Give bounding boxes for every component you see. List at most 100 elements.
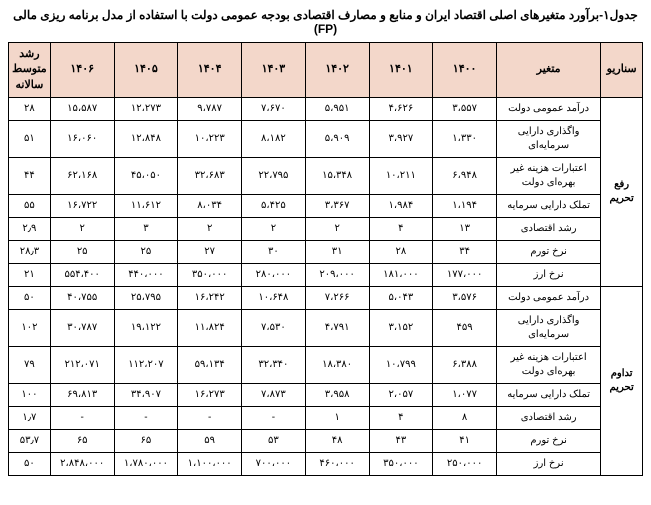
col-variable: متغیر [496, 43, 600, 98]
col-1402: ۱۴۰۲ [305, 43, 369, 98]
variable-cell: تملک دارایی سرمایه [496, 195, 600, 218]
value-cell: ۲ [305, 218, 369, 241]
value-cell: ۳ [114, 218, 178, 241]
value-cell: ۱۵،۳۴۸ [305, 158, 369, 195]
value-cell: ۴۶۰،۰۰۰ [305, 453, 369, 476]
value-cell: ۷،۶۷۰ [242, 98, 306, 121]
value-cell: ۱۸،۳۸۰ [305, 347, 369, 384]
value-cell: ۳۵۰،۰۰۰ [178, 264, 242, 287]
value-cell: ۱۰،۲۲۳ [178, 121, 242, 158]
value-cell: ۳۱ [305, 241, 369, 264]
value-cell: ۴ [369, 218, 433, 241]
value-cell: ۵،۴۲۵ [242, 195, 306, 218]
table-row: تملک دارایی سرمایه۱،۱۹۴۱،۹۸۴۳،۳۶۷۵،۴۲۵۸،… [9, 195, 643, 218]
table-row: تملک دارایی سرمایه۱،۰۷۷۲،۰۵۷۳،۹۵۸۷،۸۷۳۱۶… [9, 384, 643, 407]
value-cell: ۱۱،۸۲۴ [178, 310, 242, 347]
economic-table: سناریو متغیر ۱۴۰۰ ۱۴۰۱ ۱۴۰۲ ۱۴۰۳ ۱۴۰۴ ۱۴… [8, 42, 643, 476]
avg-cell: ۵۰ [9, 453, 51, 476]
value-cell: ۳۴،۹۰۷ [114, 384, 178, 407]
col-1404: ۱۴۰۴ [178, 43, 242, 98]
value-cell: ۱،۳۳۰ [433, 121, 497, 158]
variable-cell: واگذاری دارایی سرمایه‌ای [496, 121, 600, 158]
col-1403: ۱۴۰۳ [242, 43, 306, 98]
value-cell: ۴،۶۲۶ [369, 98, 433, 121]
value-cell: ۳،۹۵۸ [305, 384, 369, 407]
value-cell: ۲۵ [50, 241, 114, 264]
value-cell: ۲ [50, 218, 114, 241]
value-cell: ۱۶،۲۴۲ [178, 287, 242, 310]
value-cell: ۵۵۴،۴۰۰ [50, 264, 114, 287]
value-cell: ۲۲،۷۹۵ [242, 158, 306, 195]
col-1405: ۱۴۰۵ [114, 43, 178, 98]
value-cell: ۱،۰۷۷ [433, 384, 497, 407]
value-cell: ۱۶،۲۷۳ [178, 384, 242, 407]
avg-cell: ۵۳٫۷ [9, 430, 51, 453]
table-row: نرخ تورم۳۴۲۸۳۱۳۰۲۷۲۵۲۵۲۸٫۳ [9, 241, 643, 264]
col-1400: ۱۴۰۰ [433, 43, 497, 98]
value-cell: ۴۳ [369, 430, 433, 453]
value-cell: ۱۰،۷۹۹ [369, 347, 433, 384]
value-cell: ۲۱۲،۰۷۱ [50, 347, 114, 384]
col-1401: ۱۴۰۱ [369, 43, 433, 98]
value-cell: ۶۵ [114, 430, 178, 453]
value-cell: ۱۶،۷۲۲ [50, 195, 114, 218]
table-row: رفع تحریمدرآمد عمومی دولت۳،۵۵۷۴،۶۲۶۵،۹۵۱… [9, 98, 643, 121]
value-cell: ۱۲،۲۷۳ [114, 98, 178, 121]
variable-cell: اعتبارات هزینه غیر بهره‌ای دولت [496, 158, 600, 195]
value-cell: ۲۰۹،۰۰۰ [305, 264, 369, 287]
value-cell: ۴۱ [433, 430, 497, 453]
variable-cell: درآمد عمومی دولت [496, 287, 600, 310]
value-cell: ۷،۲۶۶ [305, 287, 369, 310]
value-cell: ۱۰،۲۱۱ [369, 158, 433, 195]
table-row: واگذاری دارایی سرمایه‌ای۴۵۹۳،۱۵۲۴،۷۹۱۷،۵… [9, 310, 643, 347]
table-row: اعتبارات هزینه غیر بهره‌ای دولت۶،۹۴۸۱۰،۲… [9, 158, 643, 195]
value-cell: - [114, 407, 178, 430]
variable-cell: رشد اقتصادی [496, 407, 600, 430]
value-cell: ۱۰،۶۴۸ [242, 287, 306, 310]
value-cell: ۳،۹۲۷ [369, 121, 433, 158]
value-cell: ۴۸ [305, 430, 369, 453]
value-cell: ۲ [242, 218, 306, 241]
value-cell: ۳،۵۵۷ [433, 98, 497, 121]
value-cell: ۱۵،۵۸۷ [50, 98, 114, 121]
avg-cell: ۷۹ [9, 347, 51, 384]
value-cell: ۷۰۰،۰۰۰ [242, 453, 306, 476]
value-cell: ۳،۱۵۲ [369, 310, 433, 347]
value-cell: ۲ [178, 218, 242, 241]
variable-cell: رشد اقتصادی [496, 218, 600, 241]
value-cell: ۷،۸۷۳ [242, 384, 306, 407]
value-cell: ۳۴ [433, 241, 497, 264]
value-cell: ۶۵ [50, 430, 114, 453]
value-cell: ۳۲،۳۴۰ [242, 347, 306, 384]
avg-cell: ۱٫۷ [9, 407, 51, 430]
variable-cell: اعتبارات هزینه غیر بهره‌ای دولت [496, 347, 600, 384]
value-cell: ۱۲،۸۴۸ [114, 121, 178, 158]
table-row: تداوم تحریمدرآمد عمومی دولت۳،۵۷۶۵،۰۴۳۷،۲… [9, 287, 643, 310]
value-cell: ۵،۹۵۱ [305, 98, 369, 121]
avg-cell: ۱۰۰ [9, 384, 51, 407]
value-cell: ۸،۱۸۲ [242, 121, 306, 158]
value-cell: ۱۱۲،۲۰۷ [114, 347, 178, 384]
table-row: رشد اقتصادی۸۴۱----۱٫۷ [9, 407, 643, 430]
value-cell: ۵۳ [242, 430, 306, 453]
value-cell: ۳،۳۶۷ [305, 195, 369, 218]
value-cell: ۵۹ [178, 430, 242, 453]
value-cell: ۱۷۷،۰۰۰ [433, 264, 497, 287]
value-cell: ۴۵۹ [433, 310, 497, 347]
variable-cell: نرخ تورم [496, 241, 600, 264]
value-cell: - [178, 407, 242, 430]
value-cell: ۳۰،۷۸۷ [50, 310, 114, 347]
value-cell: ۱۹،۱۲۲ [114, 310, 178, 347]
scenario-cell: رفع تحریم [601, 98, 643, 287]
value-cell: ۴۰،۷۵۵ [50, 287, 114, 310]
value-cell: ۲،۸۴۸،۰۰۰ [50, 453, 114, 476]
value-cell: ۲۵ [114, 241, 178, 264]
value-cell: ۵،۹۰۹ [305, 121, 369, 158]
value-cell: ۱۳ [433, 218, 497, 241]
value-cell: ۲۷ [178, 241, 242, 264]
value-cell: ۱۶،۰۶۰ [50, 121, 114, 158]
value-cell: ۱،۱۹۴ [433, 195, 497, 218]
scenario-cell: تداوم تحریم [601, 287, 643, 476]
value-cell: ۸ [433, 407, 497, 430]
value-cell: ۶،۳۸۸ [433, 347, 497, 384]
